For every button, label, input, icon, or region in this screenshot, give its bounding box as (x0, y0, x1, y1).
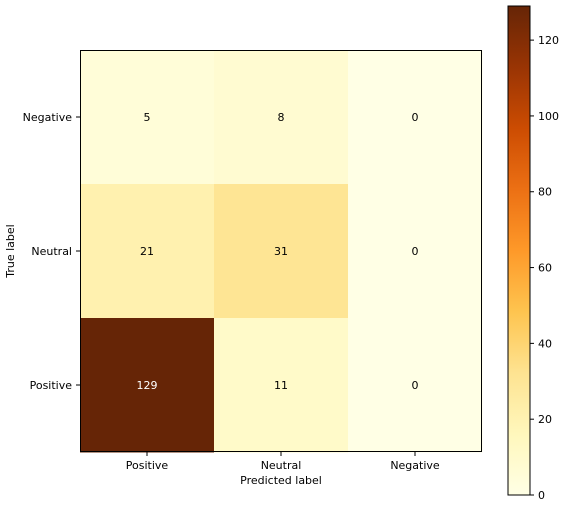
cell-value-label: 0 (412, 245, 419, 258)
cell-value-label: 8 (278, 111, 285, 124)
heatmap-cell (80, 318, 215, 453)
colorbar-tick-label: 0 (538, 489, 545, 502)
colorbar-ticks: 0 20 40 60 80 100 120 (530, 34, 559, 502)
cell-value-label: 5 (144, 111, 151, 124)
y-axis-title: True label (4, 224, 17, 278)
colorbar (507, 5, 531, 496)
heatmap-cell (348, 184, 483, 319)
colorbar-tick-label: 100 (538, 110, 559, 123)
heatmap-cell (214, 50, 349, 185)
x-tick-label: Neutral (261, 459, 302, 472)
heatmap-cell (348, 318, 483, 453)
cell-value-label: 129 (137, 379, 158, 392)
heatmap-cell (80, 184, 215, 319)
heatmap-cell (214, 184, 349, 319)
y-tick-label: Positive (30, 379, 73, 392)
colorbar-tick-label: 80 (538, 186, 552, 199)
x-axis-title: Predicted label (240, 474, 322, 487)
plot-frame (80, 50, 482, 452)
colorbar-tick-label: 120 (538, 34, 559, 47)
x-tick-label: Positive (126, 459, 169, 472)
heatmap-cell (80, 50, 215, 185)
cell-value-label: 31 (274, 245, 288, 258)
y-tick-label: Negative (23, 111, 73, 124)
colorbar-tick-label: 60 (538, 262, 552, 275)
colorbar-tick-label: 20 (538, 413, 552, 426)
cell-value-label: 0 (412, 379, 419, 392)
heatmap-cell (214, 318, 349, 453)
heatmap-cell-labels: 5 8 0 21 31 0 129 11 0 (137, 111, 419, 392)
y-tick-label: Neutral (31, 245, 72, 258)
x-axis-ticks: Positive Neutral Negative (126, 452, 440, 472)
heatmap-cell (348, 50, 483, 185)
y-axis-ticks: Negative Neutral Positive (23, 111, 80, 392)
colorbar-tick-label: 40 (538, 337, 552, 350)
cell-value-label: 11 (274, 379, 288, 392)
cell-value-label: 21 (140, 245, 154, 258)
x-tick-label: Negative (390, 459, 440, 472)
cell-value-label: 0 (412, 111, 419, 124)
heatmap-cells (80, 50, 483, 453)
